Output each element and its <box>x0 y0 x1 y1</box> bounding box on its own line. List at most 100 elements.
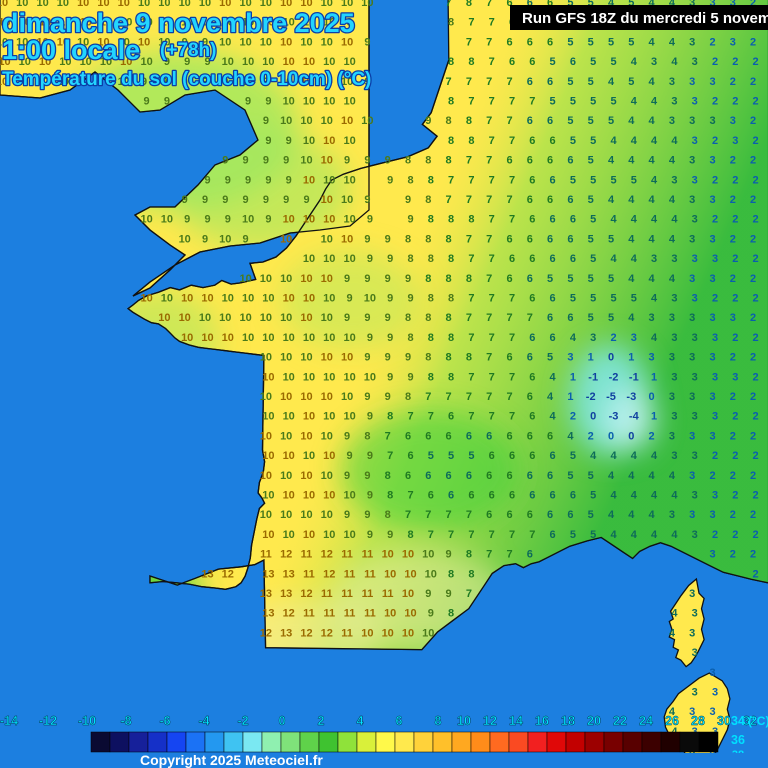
svg-text:11: 11 <box>341 627 353 639</box>
svg-text:3: 3 <box>689 273 695 285</box>
svg-text:3: 3 <box>732 371 738 383</box>
svg-text:10: 10 <box>280 430 292 442</box>
svg-text:13: 13 <box>280 627 292 639</box>
svg-text:8: 8 <box>448 332 454 344</box>
svg-text:5: 5 <box>608 233 614 245</box>
svg-text:3: 3 <box>692 253 698 265</box>
svg-text:10: 10 <box>158 312 170 324</box>
svg-text:4: 4 <box>649 115 656 127</box>
svg-text:4: 4 <box>649 36 656 48</box>
svg-text:7: 7 <box>466 233 472 245</box>
svg-text:1: 1 <box>567 391 573 403</box>
svg-text:10: 10 <box>321 352 333 364</box>
svg-text:7: 7 <box>407 411 413 423</box>
svg-text:7: 7 <box>448 174 454 186</box>
svg-text:9: 9 <box>245 96 251 108</box>
svg-text:10: 10 <box>343 96 355 108</box>
svg-text:2: 2 <box>712 56 718 68</box>
svg-text:9: 9 <box>387 371 393 383</box>
svg-text:6: 6 <box>509 253 515 265</box>
svg-text:2: 2 <box>730 233 736 245</box>
svg-text:7: 7 <box>486 312 492 324</box>
svg-text:9: 9 <box>344 509 350 521</box>
svg-text:6: 6 <box>529 371 535 383</box>
svg-text:2: 2 <box>730 76 736 88</box>
svg-text:9: 9 <box>225 214 231 226</box>
svg-text:11: 11 <box>344 608 356 620</box>
svg-text:7: 7 <box>428 529 434 541</box>
svg-text:8: 8 <box>466 549 472 561</box>
svg-text:10: 10 <box>260 470 272 482</box>
svg-text:6: 6 <box>529 450 535 462</box>
svg-text:2: 2 <box>753 529 759 541</box>
svg-text:7: 7 <box>509 174 515 186</box>
svg-text:9: 9 <box>367 529 373 541</box>
svg-text:9: 9 <box>344 470 350 482</box>
svg-text:10: 10 <box>323 214 335 226</box>
svg-text:10: 10 <box>140 293 152 305</box>
svg-text:4: 4 <box>628 233 635 245</box>
svg-text:10: 10 <box>303 450 315 462</box>
svg-text:8: 8 <box>405 391 411 403</box>
svg-text:10: 10 <box>300 391 312 403</box>
svg-text:7: 7 <box>486 273 492 285</box>
svg-text:4: 4 <box>651 214 658 226</box>
svg-text:10: 10 <box>283 490 295 502</box>
svg-text:4: 4 <box>649 509 656 521</box>
svg-text:8: 8 <box>466 0 472 9</box>
svg-text:7: 7 <box>466 509 472 521</box>
svg-text:-2: -2 <box>586 391 596 403</box>
svg-text:6: 6 <box>446 430 452 442</box>
svg-text:4: 4 <box>651 96 658 108</box>
svg-text:2: 2 <box>712 450 718 462</box>
svg-text:5: 5 <box>567 470 573 482</box>
svg-text:7: 7 <box>489 96 495 108</box>
svg-text:8: 8 <box>405 233 411 245</box>
svg-text:2: 2 <box>753 96 759 108</box>
svg-text:10: 10 <box>343 56 355 68</box>
svg-text:6: 6 <box>506 470 512 482</box>
svg-text:3: 3 <box>709 155 715 167</box>
svg-text:7: 7 <box>448 529 454 541</box>
svg-text:5: 5 <box>570 135 576 147</box>
svg-text:8: 8 <box>448 56 454 68</box>
svg-text:1: 1 <box>588 352 594 364</box>
svg-text:3: 3 <box>689 233 695 245</box>
svg-text:3: 3 <box>689 36 695 48</box>
svg-text:9: 9 <box>344 155 350 167</box>
svg-text:13: 13 <box>262 568 274 580</box>
svg-text:7: 7 <box>387 450 393 462</box>
svg-text:9: 9 <box>243 233 249 245</box>
svg-text:4: 4 <box>671 608 678 620</box>
svg-text:7: 7 <box>425 509 431 521</box>
svg-text:6: 6 <box>466 470 472 482</box>
svg-text:9: 9 <box>364 312 370 324</box>
svg-text:6: 6 <box>547 509 553 521</box>
svg-text:6: 6 <box>550 529 556 541</box>
svg-text:10: 10 <box>402 549 414 561</box>
svg-text:2: 2 <box>712 174 718 186</box>
svg-text:4: 4 <box>608 76 615 88</box>
svg-text:6: 6 <box>405 430 411 442</box>
svg-text:9: 9 <box>263 115 269 127</box>
svg-text:3: 3 <box>689 76 695 88</box>
svg-text:6: 6 <box>509 450 515 462</box>
svg-text:10: 10 <box>361 0 373 9</box>
svg-text:10: 10 <box>321 509 333 521</box>
svg-text:3: 3 <box>709 391 715 403</box>
svg-text:7: 7 <box>506 76 512 88</box>
svg-text:8: 8 <box>466 352 472 364</box>
svg-text:10: 10 <box>260 430 272 442</box>
svg-text:10: 10 <box>280 36 292 48</box>
svg-text:9: 9 <box>245 174 251 186</box>
svg-text:6: 6 <box>506 430 512 442</box>
svg-text:10: 10 <box>300 509 312 521</box>
svg-text:2: 2 <box>753 135 759 147</box>
svg-text:3: 3 <box>651 253 657 265</box>
svg-text:4: 4 <box>671 214 678 226</box>
svg-text:7: 7 <box>509 214 515 226</box>
svg-text:4: 4 <box>590 450 597 462</box>
svg-text:6: 6 <box>529 490 535 502</box>
svg-text:10: 10 <box>321 273 333 285</box>
svg-text:10: 10 <box>323 450 335 462</box>
